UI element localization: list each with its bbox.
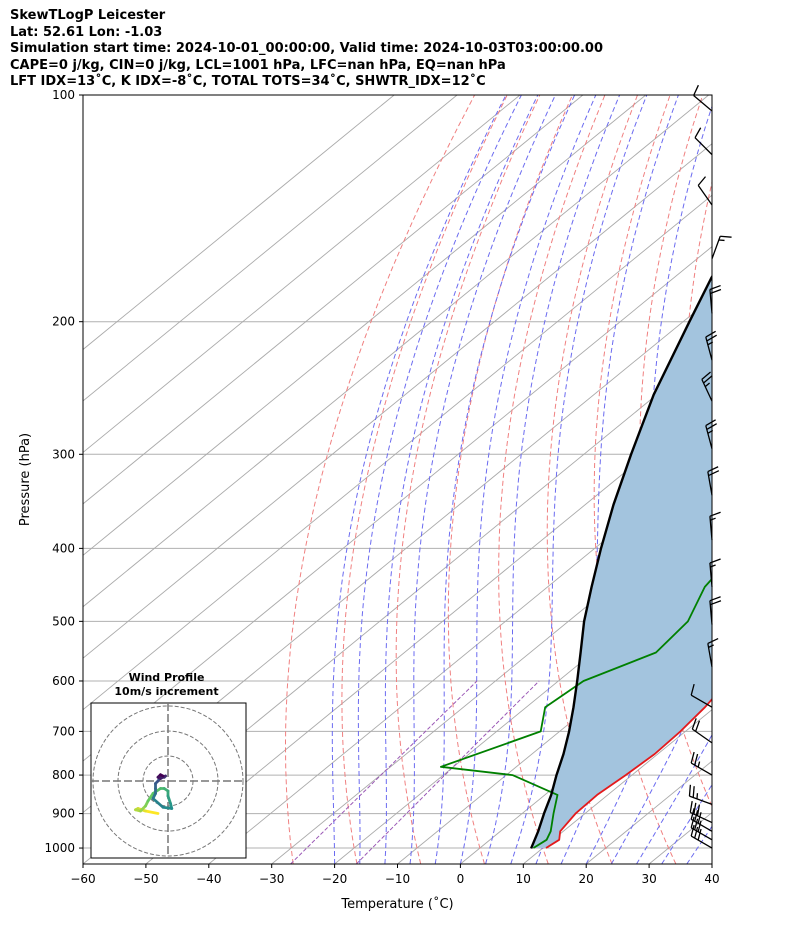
isotherm (334, 554, 712, 864)
wind-barb (709, 596, 722, 625)
y-tick-label: 800 (52, 768, 75, 782)
isotherm (83, 143, 712, 659)
y-tick-label: 600 (52, 674, 75, 688)
cin-area (531, 276, 712, 848)
y-tick-label: 700 (52, 724, 75, 738)
wind-barb (707, 466, 720, 496)
dry-adiabat (768, 95, 794, 864)
chart-header: SkewTLogP Leicester Lat: 52.61 Lon: -1.0… (10, 8, 603, 91)
time-line: Simulation start time: 2024-10-01_00:00:… (10, 41, 603, 56)
wind-barb (711, 235, 732, 259)
isotherm (83, 95, 709, 608)
dry-adiabat (447, 95, 573, 864)
isotherm (83, 95, 521, 453)
wind-barb (705, 419, 717, 449)
y-tick-label: 300 (52, 447, 75, 461)
wind-barb (694, 127, 713, 156)
wind-barb (697, 176, 713, 206)
moist-adiabat (510, 95, 648, 864)
y-tick-label: 900 (52, 807, 75, 821)
inset-title: Wind Profile (129, 671, 205, 684)
wind-barb (691, 718, 713, 744)
x-tick-label: −30 (259, 872, 284, 886)
cape-line: CAPE=0 j/kg, CIN=0 j/kg, LCL=1001 hPa, L… (10, 57, 506, 73)
dewpoint-line (440, 577, 712, 849)
x-tick-label: −40 (196, 872, 221, 886)
y-tick-label: 500 (52, 614, 75, 628)
wind-barb (707, 637, 719, 668)
wind-barb (705, 330, 717, 361)
moist-adiabat (384, 95, 539, 864)
isotherm (83, 194, 712, 711)
wind-barb (709, 558, 721, 587)
isotherm (397, 606, 712, 864)
isotherm (83, 95, 647, 556)
moist-adiabat (434, 95, 576, 864)
wind-barb (709, 511, 721, 541)
hodograph-segment (159, 773, 165, 778)
wind-barb (690, 683, 713, 708)
wind-barb (690, 751, 713, 776)
axes: −60 −50 −40 −30 −20 −10 0 10 20 30 40 1000 900 800 700… (18, 88, 720, 912)
dry-adiabat (546, 95, 638, 864)
y-axis-label: Pressure (hPa) (18, 433, 33, 526)
wind-barb (709, 284, 722, 314)
wind-barb (690, 824, 713, 849)
moist-adiabat (357, 95, 522, 864)
x-tick-label: 30 (641, 872, 656, 886)
dry-adiabat (726, 95, 794, 864)
isotherm (83, 95, 584, 505)
hodograph-segment (151, 797, 165, 809)
x-axis-label: Temperature (˚C) (340, 896, 453, 912)
x-tick-label: −10 (385, 872, 410, 886)
x-tick-label: −50 (133, 872, 158, 886)
x-tick-label: −20 (322, 872, 347, 886)
x-tick-label: −60 (70, 872, 95, 886)
mixing-ratio-line (290, 680, 478, 864)
wind-barb (701, 371, 713, 402)
y-tick-label: 1000 (44, 841, 75, 855)
hodograph-segment (144, 809, 160, 815)
isotherm (271, 503, 712, 864)
wind-barb (693, 84, 713, 112)
dry-adiabat (285, 95, 476, 864)
hodograph-segment (161, 805, 174, 810)
indices-line: LFT IDX=13˚C, K IDX=-8˚C, TOTAL TOTS=34˚… (10, 74, 486, 89)
isotherm (83, 95, 395, 351)
wind-barb (689, 801, 713, 824)
y-tick-label: 200 (52, 315, 75, 329)
isotherm (83, 95, 458, 402)
x-tick-label: 0 (457, 872, 465, 886)
parcel-line (529, 274, 712, 849)
temperature-line (545, 697, 712, 849)
wind-barbs (688, 84, 732, 849)
inset-clip (91, 703, 246, 858)
y-tick-label: 100 (52, 88, 75, 102)
dry-adiabat (498, 95, 606, 864)
chart-title: SkewTLogP Leicester (10, 8, 166, 23)
wind-barb (690, 816, 713, 841)
wind-barb (688, 784, 713, 805)
isotherm (711, 863, 712, 864)
y-tick-label: 400 (52, 541, 75, 555)
mixing-ratio-line (355, 680, 540, 864)
x-tick-label: 20 (579, 872, 594, 886)
x-tick-label: 40 (704, 872, 719, 886)
x-tick-label: 10 (516, 872, 531, 886)
dry-adiabat (593, 95, 677, 864)
hodograph-segment (146, 792, 155, 803)
location-line: Lat: 52.61 Lon: -1.03 (10, 24, 163, 40)
isotherm (145, 400, 712, 864)
inset-subtitle: 10m/s increment (114, 685, 218, 698)
